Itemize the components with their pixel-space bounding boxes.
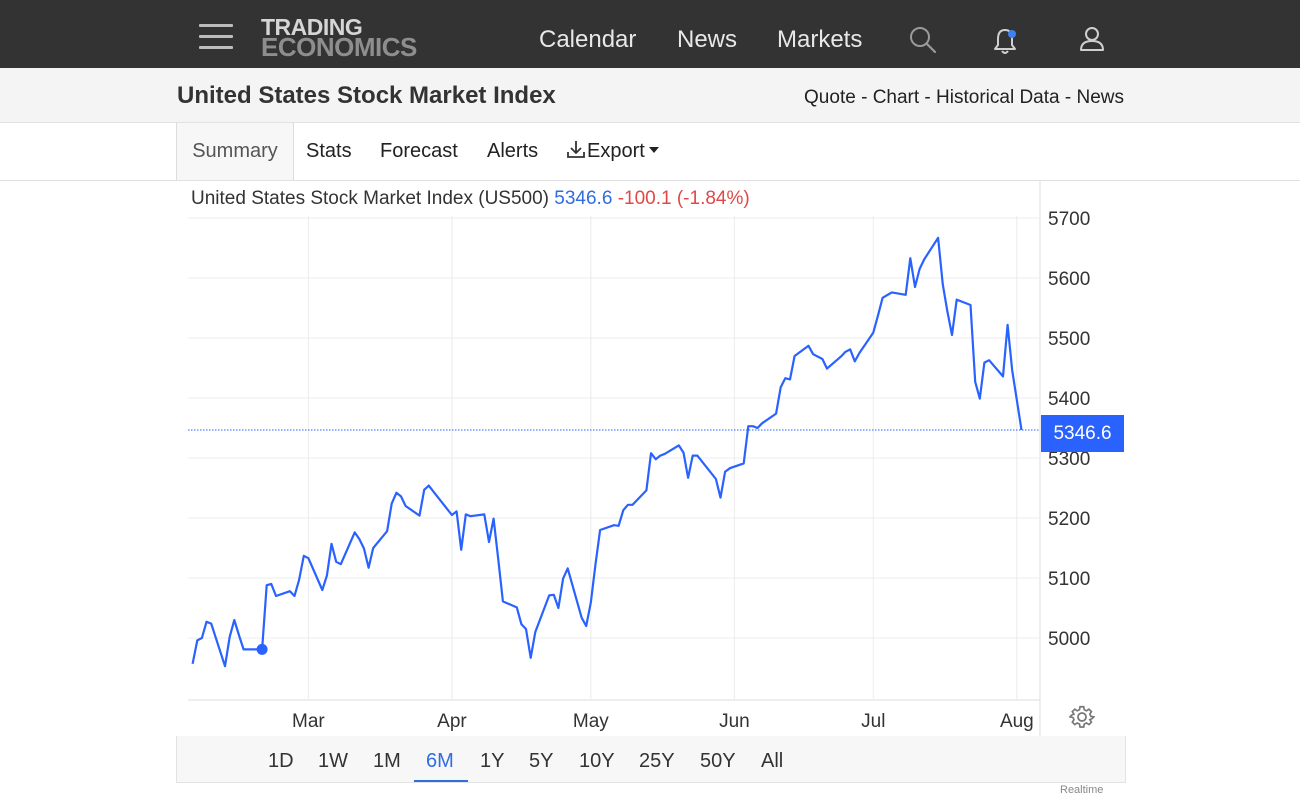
legend-series-name: United States Stock Market Index (US500) <box>191 188 549 209</box>
chart-legend: United States Stock Market Index (US500)… <box>191 188 750 210</box>
page-title: United States Stock Market Index <box>177 82 556 109</box>
range-1m[interactable]: 1M <box>373 750 401 772</box>
user-icon[interactable] <box>1078 25 1106 53</box>
y-tick-label: 5100 <box>1048 569 1090 590</box>
range-50y[interactable]: 50Y <box>700 750 736 772</box>
tab-export-label: Export <box>587 140 645 162</box>
y-tick-label: 5200 <box>1048 509 1090 530</box>
search-icon[interactable] <box>908 25 938 55</box>
logo-line-1: TRADING <box>261 14 363 40</box>
bell-icon[interactable] <box>990 26 1020 56</box>
download-icon <box>567 141 585 158</box>
quote-link[interactable]: Quote <box>804 87 856 108</box>
link-separator: - <box>919 87 937 108</box>
range-10y[interactable]: 10Y <box>579 750 615 772</box>
tab-forecast[interactable]: Forecast <box>380 140 458 162</box>
range-6m[interactable]: 6M <box>426 750 454 772</box>
tab-alerts[interactable]: Alerts <box>487 140 539 162</box>
x-tick-label: Aug <box>1000 711 1034 732</box>
y-tick-label: 5400 <box>1048 389 1090 410</box>
y-tick-label: 5500 <box>1048 329 1090 350</box>
logo[interactable]: TRADING ECONOMICS <box>261 14 417 62</box>
top-navbar: TRADING ECONOMICS Calendar News Markets <box>0 0 1300 68</box>
legend-value: 5346.6 <box>554 188 613 209</box>
header-quicklinks: Quote - Chart - Historical Data - News <box>804 87 1124 109</box>
range-1d[interactable]: 1D <box>268 750 294 772</box>
realtime-note: Realtime <box>1060 784 1104 796</box>
last-price-tag: 5346.6 <box>1041 415 1124 452</box>
tab-summary[interactable]: Summary <box>176 123 294 180</box>
logo-line-2: ECONOMICS <box>261 32 417 62</box>
range-5y[interactable]: 5Y <box>529 750 554 772</box>
range-1y[interactable]: 1Y <box>480 750 505 772</box>
active-range-underline <box>414 780 468 782</box>
range-1w[interactable]: 1W <box>318 750 348 772</box>
legend-change-pct: (-1.84%) <box>676 188 750 209</box>
x-tick-label: Jul <box>861 711 885 732</box>
y-tick-label: 5700 <box>1048 209 1090 230</box>
historical-data-link[interactable]: Historical Data <box>936 87 1060 108</box>
range-25y[interactable]: 25Y <box>639 750 675 772</box>
x-tick-label: Mar <box>292 711 325 732</box>
summary-tabs: Summary Stats Forecast Alerts Export <box>0 123 1300 181</box>
legend-change: -100.1 <box>617 188 672 209</box>
chart-link[interactable]: Chart <box>872 87 920 108</box>
data-point-marker <box>256 643 268 655</box>
x-tick-label: Jun <box>719 711 750 732</box>
link-separator: - <box>1059 87 1077 108</box>
menu-icon[interactable] <box>199 24 233 50</box>
link-separator: - <box>855 87 873 108</box>
tab-stats[interactable]: Stats <box>306 140 352 162</box>
x-tick-label: May <box>573 711 609 732</box>
y-tick-label: 5000 <box>1048 629 1090 650</box>
y-tick-label: 5300 <box>1048 449 1090 470</box>
nav-news-link[interactable]: News <box>677 26 738 53</box>
range-all[interactable]: All <box>761 750 784 772</box>
notification-dot <box>1008 30 1016 38</box>
nav-calendar-link[interactable]: Calendar <box>539 26 637 53</box>
y-tick-label: 5600 <box>1048 269 1090 290</box>
range-selector: 1D 1W 1M 6M 1Y 5Y 10Y 25Y 50Y All <box>176 736 1126 783</box>
series-line <box>191 236 1023 668</box>
x-tick-label: Apr <box>437 711 467 732</box>
page-header: United States Stock Market Index Quote -… <box>0 68 1300 123</box>
caret-down-icon <box>648 147 659 153</box>
tab-export[interactable]: Export <box>565 123 660 180</box>
nav-markets-link[interactable]: Markets <box>777 26 863 53</box>
news-link[interactable]: News <box>1076 87 1124 108</box>
gear-icon[interactable] <box>1069 704 1095 730</box>
